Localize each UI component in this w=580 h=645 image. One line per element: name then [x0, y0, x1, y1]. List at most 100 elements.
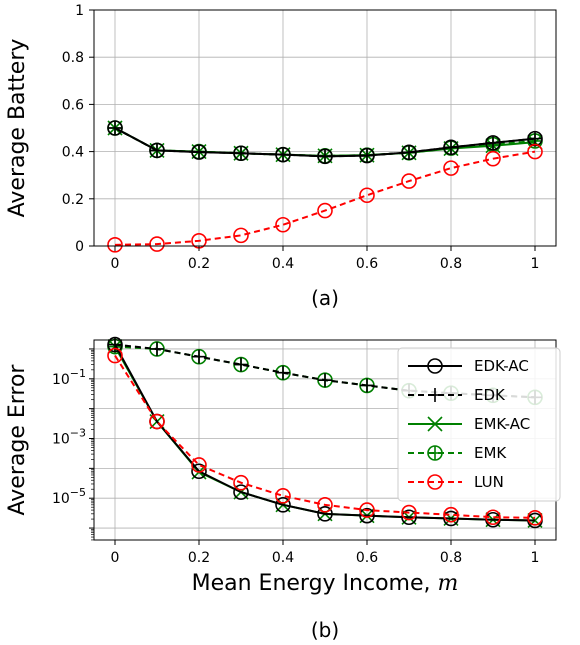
- b-series-edk-ac-point-4: [275, 497, 291, 513]
- b-series-edk-ac-line: [114, 344, 536, 522]
- legend-box: [397, 347, 561, 502]
- chart-a-series: [107, 120, 543, 253]
- a-series-edk-ac-point-2: [191, 144, 207, 160]
- b-series-lun-point-5: [317, 497, 333, 513]
- a-series-lun-point-1: [149, 236, 165, 252]
- b-series-edk-ac-point-0: [107, 336, 123, 353]
- b-xtick-label-1: 0.2: [188, 550, 210, 566]
- a-series-lun-point-8: [443, 160, 459, 176]
- chart-b-xlabel-text: Mean Energy Income,: [192, 571, 438, 596]
- chart-b-legend: EDK-AC EDK EMK-AC EMK LUN: [397, 347, 561, 502]
- b-series-lun-point-9: [485, 509, 501, 526]
- b-series-lun-point-1: [149, 413, 165, 430]
- a-series-lun-point-3: [233, 227, 249, 244]
- legend-label-edk-ac: EDK-AC: [474, 357, 529, 375]
- legend-marker-edk-ac: [427, 358, 443, 374]
- legend-label-lun: LUN: [474, 473, 504, 491]
- b-series-lun-point-7: [401, 504, 417, 521]
- chart-b-xlabel: Mean Energy Income, m: [192, 571, 459, 596]
- chart-b-ticks: 0 0.2 0.4 0.6 0.8 110−510−310−1: [52, 348, 540, 566]
- b-series-lun-line: [114, 355, 536, 519]
- legend-marker-lun: [427, 474, 443, 490]
- b-ytick-label-1: 10−3: [52, 427, 86, 448]
- a-series-lun-point-9: [485, 150, 501, 167]
- b-series-lun: [107, 347, 543, 526]
- legend-label-edk: EDK: [474, 386, 506, 404]
- a-ytick-label-2: 0.4: [62, 145, 84, 161]
- a-series-lun-point-5: [317, 202, 333, 219]
- a-series-edk-ac-point-4: [275, 146, 291, 163]
- b-xtick-label-4: 0.8: [440, 550, 462, 566]
- b-ytick-base-1: 10: [52, 432, 70, 448]
- legend-item-emk: EMK: [408, 444, 507, 462]
- b-series-lun-point-10: [527, 510, 543, 526]
- b-series-edk-ac-point-6: [359, 507, 375, 524]
- a-series-lun-point-4: [275, 216, 291, 233]
- legend-marker-emk-ac: [427, 416, 443, 432]
- a-series-edk-ac-point-5: [317, 148, 333, 165]
- a-xtick-label-2: 0.4: [272, 256, 294, 272]
- legend-marker-emk: [427, 445, 443, 461]
- legend-label-emk-ac: EMK-AC: [474, 415, 530, 433]
- a-series-edk-ac-point-0: [107, 120, 123, 136]
- a-series-edk-ac-point-8: [443, 139, 459, 156]
- b-ytick-label-2: 10−1: [52, 367, 86, 388]
- a-series-edk-ac-point-7: [401, 144, 417, 161]
- b-series-edk-point-1: [150, 341, 164, 356]
- a-series-edk-ac-point-10: [527, 130, 543, 147]
- b-series-edk-point-6: [360, 378, 374, 393]
- legend-label-emk: EMK: [474, 444, 507, 462]
- b-series-edk-ac-point-3: [233, 484, 249, 500]
- chart-b-xlabel-var: m: [438, 571, 459, 596]
- b-series-edk-ac-point-8: [443, 510, 459, 527]
- b-series-edk-point-2: [192, 349, 206, 364]
- b-series-lun-point-3: [233, 474, 249, 491]
- a-series-edk-ac-point-9: [485, 135, 501, 151]
- legend-item-emk-ac: EMK-AC: [408, 415, 530, 433]
- chart-a-battery: 0 0.2 0.4 0.6 0.8 1 0 0.2 0.4 0.6 0.8 1 Average Bat…: [5, 3, 557, 310]
- chart-a-ticks: 0 0.2 0.4 0.6 0.8 1 0 0.2 0.4 0.6 0.8 1: [62, 3, 540, 272]
- b-series-lun-point-8: [443, 506, 459, 523]
- a-xtick-label-0: 0: [111, 256, 120, 272]
- b-series-edk-ac-point-2: [191, 463, 207, 480]
- b-ytick-base-2: 10: [52, 372, 70, 388]
- b-series-edk-ac-point-5: [317, 506, 333, 522]
- b-series-edk-ac-point-7: [401, 509, 417, 526]
- b-ytick-label-0: 10−5: [52, 486, 86, 507]
- a-ytick-label-0: 0: [75, 239, 84, 255]
- b-series-edk-point-3: [234, 357, 248, 372]
- a-series-lun: [107, 143, 543, 253]
- b-ytick-exp-2: −1: [70, 367, 86, 380]
- b-xtick-label-5: 1: [531, 550, 540, 566]
- chart-b-caption: (b): [311, 618, 339, 642]
- a-series-edk-ac-point-1: [149, 142, 165, 159]
- b-xtick-label-2: 0.4: [272, 550, 294, 566]
- legend-item-edk: EDK: [408, 386, 506, 404]
- a-series-lun-line: [114, 150, 536, 246]
- legend-item-edk-ac: EDK-AC: [408, 357, 529, 375]
- b-ytick-exp-1: −3: [70, 427, 86, 440]
- legend-item-lun: LUN: [408, 473, 504, 491]
- a-ytick-label-1: 0.2: [62, 192, 84, 208]
- b-series-edk-point-5: [318, 373, 332, 388]
- b-series-edk-point-4: [276, 365, 290, 380]
- a-series-edk-ac: [107, 120, 543, 165]
- a-xtick-label-3: 0.6: [356, 256, 378, 272]
- chart-a-ylabel: Average Battery: [5, 39, 30, 218]
- a-xtick-label-1: 0.2: [188, 256, 210, 272]
- a-ytick-label-4: 0.8: [62, 50, 84, 66]
- a-series-lun-point-0: [107, 237, 123, 253]
- a-series-lun-point-10: [527, 143, 543, 160]
- b-series-lun-point-4: [275, 488, 291, 504]
- chart-a-caption: (a): [311, 286, 339, 310]
- chart-b-ylabel: Average Error: [5, 364, 30, 516]
- b-xtick-label-3: 0.6: [356, 550, 378, 566]
- a-series-edk-ac-point-3: [233, 145, 249, 162]
- b-ytick-base-0: 10: [52, 491, 70, 507]
- b-series-lun-point-2: [191, 457, 207, 473]
- legend-marker-edk: [428, 388, 442, 402]
- a-series-lun-point-7: [401, 173, 417, 189]
- b-xtick-label-0: 0: [111, 550, 120, 566]
- chart-a-frame: [93, 9, 557, 247]
